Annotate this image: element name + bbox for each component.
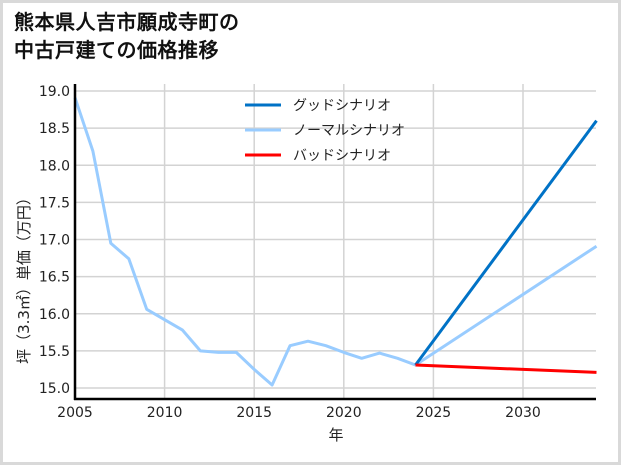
x-tick-label: 2015 (236, 405, 272, 421)
legend-label: グッドシナリオ (293, 98, 391, 114)
y-tick-label: 17.0 (39, 233, 70, 249)
y-axis-label: 坪（3.3㎡）単価（万円） (15, 190, 33, 364)
x-tick-label: 2010 (147, 405, 183, 421)
y-tick-label: 15.0 (39, 381, 70, 397)
chart-title-line2: 中古戸建ての価格推移 (14, 38, 219, 62)
series-line (414, 119, 598, 366)
y-tick-label: 15.5 (39, 344, 70, 360)
y-tick-label: 19.0 (39, 84, 70, 100)
y-tick-label: 18.5 (39, 121, 70, 137)
y-tick-label: 16.0 (39, 307, 70, 323)
y-tick-label: 17.5 (39, 195, 70, 211)
chart-title-line1: 熊本県人吉市願成寺町の (14, 10, 240, 34)
legend-label: バッドシナリオ (293, 148, 391, 164)
x-tick-label: 2020 (326, 405, 362, 421)
chart-title: 熊本県人吉市願成寺町の 中古戸建ての価格推移 (14, 8, 240, 64)
y-axis-ticks: 15.0 15.5 16.0 16.5 17.0 17.5 18.0 18.5 19.0 (39, 84, 70, 397)
data-series (73, 97, 598, 387)
x-tick-label: 2005 (57, 405, 93, 421)
legend-label: ノーマルシナリオ (293, 123, 405, 139)
series-line (415, 363, 597, 374)
y-tick-label: 16.5 (39, 270, 70, 286)
x-axis-label: 年 (328, 426, 343, 444)
axes (73, 84, 596, 401)
grid-lines (74, 84, 596, 399)
series-line (73, 97, 598, 387)
x-tick-label: 2030 (505, 405, 541, 421)
x-axis-ticks: 2005 2010 2015 2020 2025 2030 (57, 405, 541, 421)
y-tick-label: 18.0 (39, 158, 70, 174)
x-tick-label: 2025 (416, 405, 452, 421)
